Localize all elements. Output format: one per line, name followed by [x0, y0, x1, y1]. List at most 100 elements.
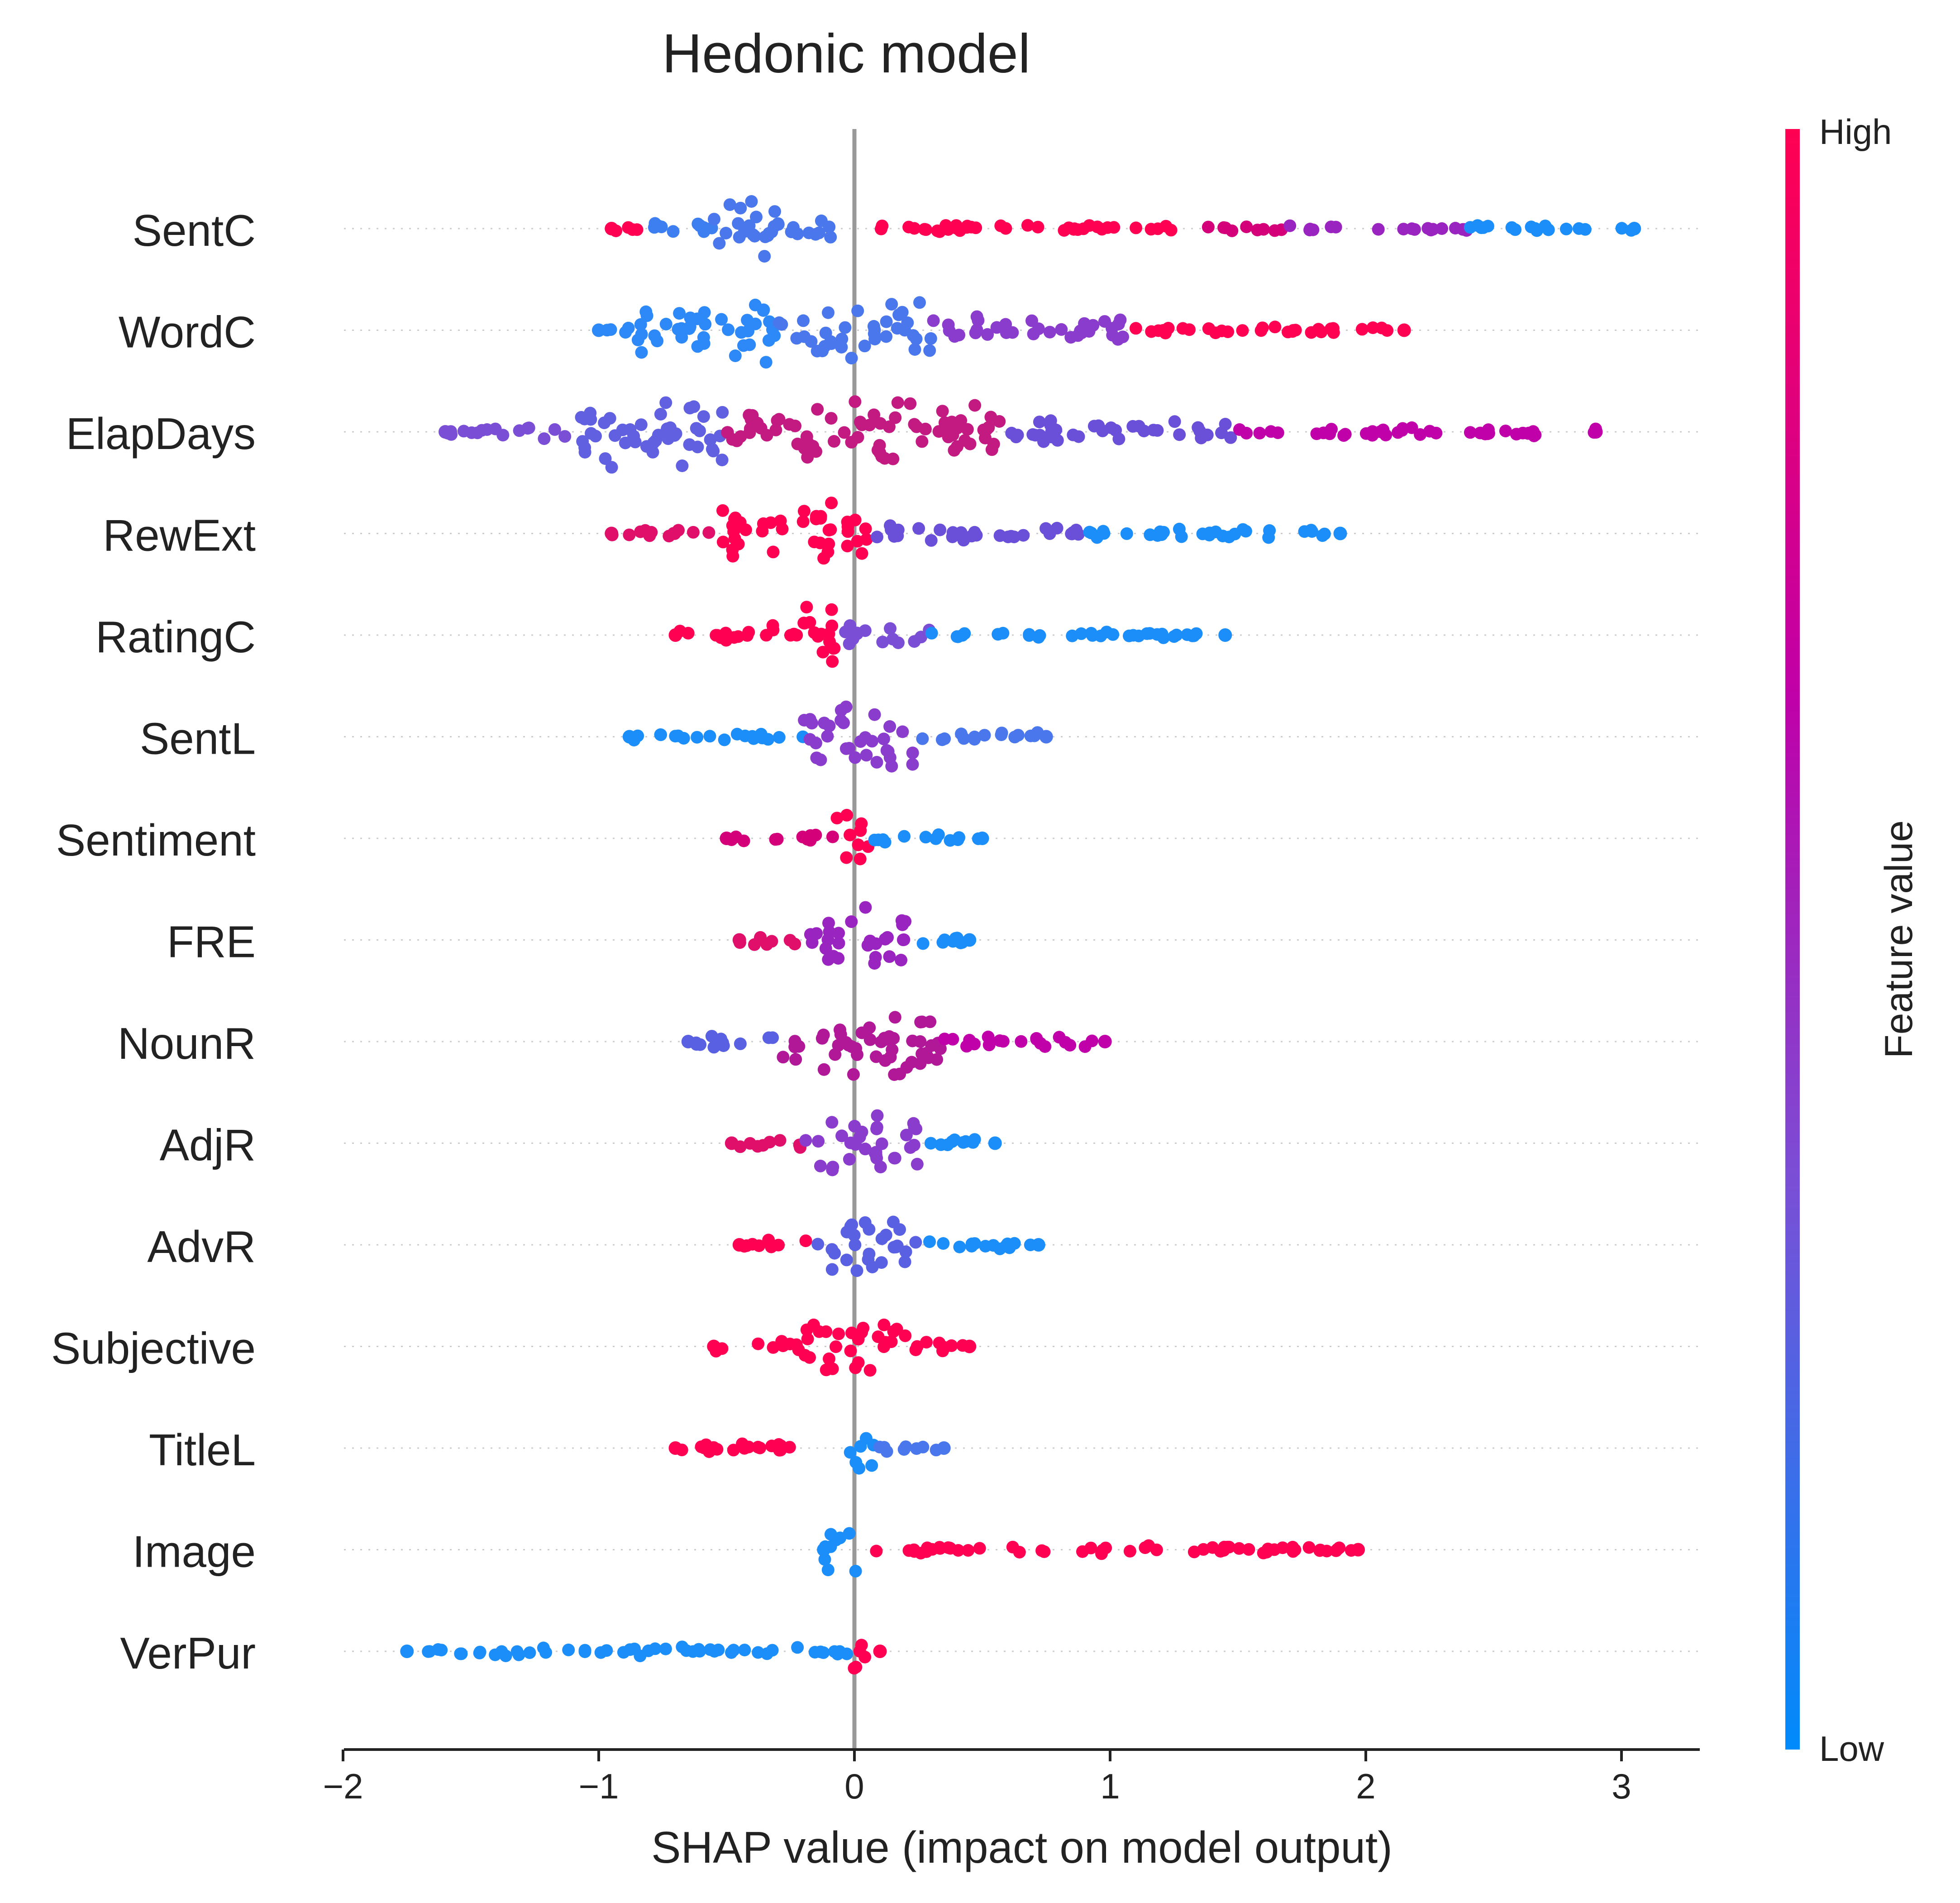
shap-point: [598, 416, 611, 430]
shap-point: [654, 408, 667, 421]
shap-point: [578, 1645, 591, 1658]
shap-point: [672, 524, 685, 537]
shap-point: [1159, 326, 1172, 339]
shap-point: [797, 314, 810, 327]
shap-point: [892, 308, 906, 321]
shap-point: [896, 918, 909, 931]
shap-point: [979, 1240, 992, 1253]
shap-point: [725, 1136, 739, 1150]
shap-point: [738, 1442, 751, 1455]
shap-point: [828, 435, 840, 448]
shap-point: [972, 314, 985, 327]
shap-point: [840, 1225, 854, 1238]
shap-point: [916, 732, 929, 745]
shap-point: [979, 431, 992, 445]
shap-point: [892, 523, 905, 536]
shap-point: [730, 727, 744, 741]
shap-point: [850, 1264, 863, 1277]
shap-point: [683, 402, 696, 415]
shap-point: [734, 1037, 747, 1050]
shap-point: [1302, 1541, 1316, 1554]
shap-point: [845, 352, 858, 365]
shap-point: [1027, 327, 1040, 340]
shap-point: [1464, 426, 1477, 439]
shap-point: [883, 720, 897, 733]
shap-point: [863, 934, 877, 947]
shap-point: [1087, 319, 1100, 332]
shap-point: [729, 349, 742, 362]
shap-point: [962, 1544, 975, 1557]
shap-point: [825, 619, 839, 632]
shap-point: [1542, 223, 1555, 236]
shap-point: [1323, 427, 1336, 440]
shap-point: [814, 1159, 827, 1172]
x-tick-label: 3: [1612, 1766, 1631, 1806]
shap-point: [749, 298, 762, 311]
shap-point: [1095, 1547, 1108, 1560]
shap-point: [1006, 326, 1019, 339]
shap-point: [937, 1441, 951, 1455]
shap-point: [826, 1163, 839, 1176]
shap-point: [1173, 428, 1186, 441]
shap-point: [1092, 419, 1105, 432]
shap-point: [825, 1243, 839, 1256]
shap-point: [876, 636, 889, 649]
shap-point: [826, 1362, 839, 1375]
shap-point: [708, 1645, 721, 1658]
shap-point: [1375, 321, 1388, 335]
shap-point: [833, 1645, 846, 1658]
shap-point: [578, 446, 591, 459]
shap-point: [1076, 1545, 1089, 1558]
shap-point: [790, 332, 803, 345]
shap-point: [743, 426, 756, 439]
feature-swarm: [400, 1639, 887, 1675]
x-tick-label: −1: [579, 1766, 619, 1806]
shap-point: [1288, 1543, 1302, 1556]
shap-point: [1268, 224, 1281, 237]
shap-point: [1187, 1545, 1201, 1559]
shap-point: [1414, 428, 1427, 441]
shap-point: [874, 417, 887, 430]
shap-point: [898, 1255, 911, 1268]
shap-point: [871, 1109, 884, 1122]
shap-point: [722, 323, 735, 336]
shap-point: [809, 828, 822, 842]
shap-point: [668, 1441, 682, 1455]
shap-point: [870, 1544, 883, 1558]
shap-point: [718, 733, 731, 746]
shap-point: [898, 830, 911, 843]
shap-point: [915, 631, 928, 644]
shap-point: [772, 217, 785, 230]
shap-point: [703, 730, 716, 743]
shap-point: [669, 427, 682, 440]
shap-point: [1474, 426, 1487, 440]
shap-point: [855, 418, 868, 431]
shap-point: [909, 1344, 922, 1356]
shap-point: [925, 626, 938, 640]
shap-point: [1264, 425, 1278, 438]
shap-point: [454, 1647, 467, 1660]
shap-point: [1578, 223, 1592, 236]
shap-point: [698, 306, 711, 319]
feature-label: Subjective: [51, 1324, 256, 1373]
shap-point: [1015, 1035, 1028, 1048]
beeswarm-points: [400, 195, 1641, 1675]
shap-point: [1531, 224, 1543, 237]
feature-swarm: [668, 1432, 951, 1475]
shap-point: [1377, 423, 1390, 436]
shap-point: [988, 1136, 1002, 1150]
shap-point: [634, 318, 647, 331]
shap-point: [1228, 527, 1241, 540]
shap-point: [691, 440, 704, 454]
shap-point: [716, 504, 729, 517]
shap-point: [1106, 322, 1119, 335]
shap-point: [622, 730, 636, 744]
shap-point: [888, 1152, 901, 1165]
shap-point: [789, 1053, 802, 1066]
shap-point: [705, 1030, 718, 1043]
shap-point: [916, 1440, 930, 1454]
shap-point: [589, 430, 602, 443]
shap-point: [1477, 221, 1490, 234]
shap-point: [604, 323, 617, 336]
